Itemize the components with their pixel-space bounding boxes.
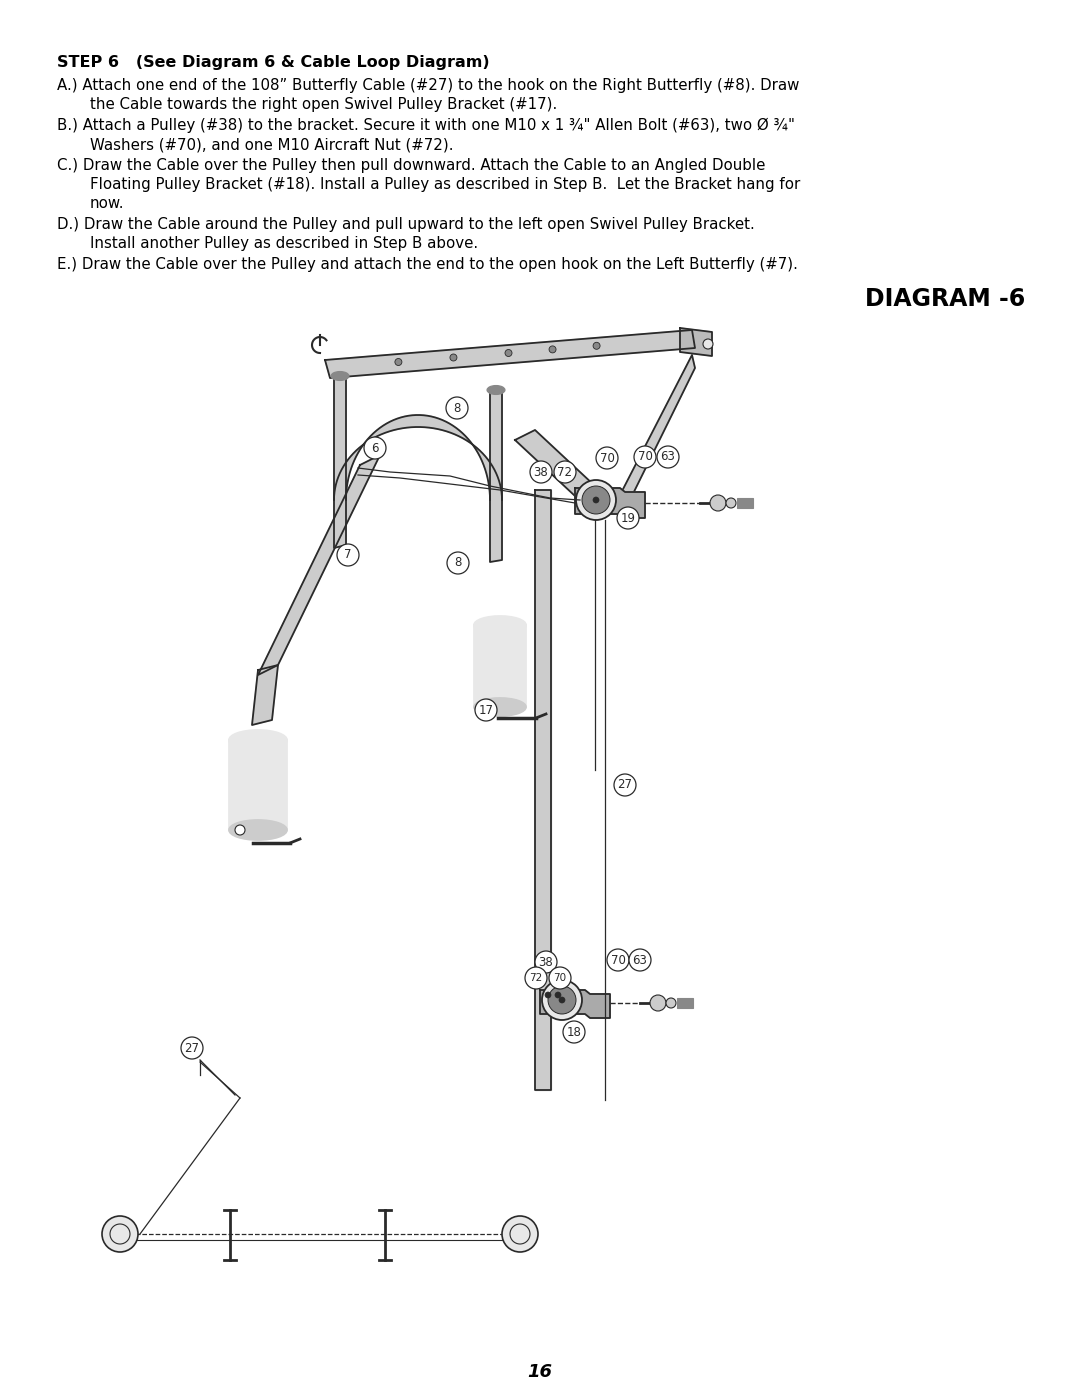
Ellipse shape (229, 820, 287, 840)
Circle shape (337, 543, 359, 566)
Circle shape (548, 986, 576, 1014)
Circle shape (703, 339, 713, 349)
Polygon shape (334, 374, 346, 548)
Circle shape (596, 447, 618, 469)
Ellipse shape (474, 698, 526, 717)
Circle shape (364, 437, 386, 460)
Circle shape (450, 353, 457, 360)
Text: B.) Attach a Pulley (#38) to the bracket. Secure it with one M10 x 1 ¾" Allen Bo: B.) Attach a Pulley (#38) to the bracket… (57, 117, 795, 133)
Polygon shape (490, 390, 502, 562)
Text: 63: 63 (661, 450, 675, 464)
Polygon shape (515, 430, 610, 510)
Circle shape (502, 1215, 538, 1252)
Text: 18: 18 (567, 1025, 581, 1038)
Polygon shape (535, 490, 551, 1090)
Text: 17: 17 (478, 704, 494, 717)
Text: D.) Draw the Cable around the Pulley and pull upward to the left open Swivel Pul: D.) Draw the Cable around the Pulley and… (57, 217, 755, 232)
Circle shape (710, 495, 726, 511)
Text: Install another Pulley as described in Step B above.: Install another Pulley as described in S… (90, 236, 478, 251)
Circle shape (549, 967, 571, 989)
Circle shape (545, 992, 551, 997)
Circle shape (181, 1037, 203, 1059)
Text: 70: 70 (553, 972, 567, 983)
Circle shape (446, 397, 468, 419)
Text: Floating Pulley Bracket (#18). Install a Pulley as described in Step B.  Let the: Floating Pulley Bracket (#18). Install a… (90, 177, 800, 191)
Polygon shape (334, 415, 502, 500)
Circle shape (447, 552, 469, 574)
Circle shape (102, 1215, 138, 1252)
Polygon shape (620, 355, 696, 510)
Bar (737, 497, 753, 509)
Text: 8: 8 (455, 556, 461, 570)
Circle shape (535, 951, 557, 972)
Circle shape (593, 342, 600, 349)
Text: 19: 19 (621, 511, 635, 524)
Bar (474, 624, 526, 707)
Circle shape (525, 967, 546, 989)
Polygon shape (680, 328, 712, 356)
Circle shape (542, 981, 582, 1020)
Circle shape (555, 992, 561, 997)
Circle shape (235, 826, 245, 835)
Polygon shape (540, 990, 610, 1018)
Text: 72: 72 (529, 972, 542, 983)
Circle shape (617, 507, 639, 529)
Text: 6: 6 (372, 441, 379, 454)
Bar (229, 740, 287, 830)
Text: 7: 7 (345, 549, 352, 562)
Ellipse shape (474, 616, 526, 634)
Circle shape (563, 1021, 585, 1044)
Text: 16: 16 (527, 1363, 553, 1382)
Text: A.) Attach one end of the 108” Butterfly Cable (#27) to the hook on the Right Bu: A.) Attach one end of the 108” Butterfly… (57, 78, 799, 94)
Text: 38: 38 (534, 465, 549, 479)
Polygon shape (325, 330, 696, 379)
Ellipse shape (229, 731, 287, 750)
Text: 38: 38 (539, 956, 553, 968)
Text: the Cable towards the right open Swivel Pulley Bracket (#17).: the Cable towards the right open Swivel … (90, 96, 557, 112)
Circle shape (615, 774, 636, 796)
Ellipse shape (330, 372, 349, 380)
Text: 27: 27 (618, 778, 633, 792)
Circle shape (650, 995, 666, 1011)
Circle shape (395, 359, 402, 366)
Circle shape (629, 949, 651, 971)
Ellipse shape (487, 386, 505, 394)
Circle shape (657, 446, 679, 468)
Polygon shape (252, 665, 278, 725)
Text: 70: 70 (599, 451, 615, 464)
Circle shape (582, 486, 610, 514)
Circle shape (576, 481, 616, 520)
Circle shape (634, 446, 656, 468)
Text: Washers (#70), and one M10 Aircraft Nut (#72).: Washers (#70), and one M10 Aircraft Nut … (90, 137, 454, 152)
Bar (677, 997, 693, 1009)
Text: E.) Draw the Cable over the Pulley and attach the end to the open hook on the Le: E.) Draw the Cable over the Pulley and a… (57, 257, 798, 272)
Circle shape (559, 997, 565, 1003)
Text: STEP 6   (See Diagram 6 & Cable Loop Diagram): STEP 6 (See Diagram 6 & Cable Loop Diagr… (57, 54, 489, 70)
Circle shape (726, 497, 735, 509)
Text: now.: now. (90, 196, 124, 211)
Circle shape (549, 346, 556, 353)
Circle shape (530, 461, 552, 483)
Circle shape (475, 698, 497, 721)
Text: DIAGRAM -6: DIAGRAM -6 (865, 286, 1025, 312)
Circle shape (593, 497, 599, 503)
Text: 63: 63 (633, 954, 647, 967)
Text: 70: 70 (637, 450, 652, 464)
Circle shape (607, 949, 629, 971)
Text: 27: 27 (185, 1042, 200, 1055)
Polygon shape (575, 488, 645, 518)
Polygon shape (258, 455, 380, 675)
Text: 70: 70 (610, 954, 625, 967)
Text: 8: 8 (454, 401, 461, 415)
Text: C.) Draw the Cable over the Pulley then pull downward. Attach the Cable to an An: C.) Draw the Cable over the Pulley then … (57, 158, 766, 173)
Text: 72: 72 (557, 465, 572, 479)
Circle shape (505, 349, 512, 356)
Circle shape (554, 461, 576, 483)
Circle shape (666, 997, 676, 1009)
